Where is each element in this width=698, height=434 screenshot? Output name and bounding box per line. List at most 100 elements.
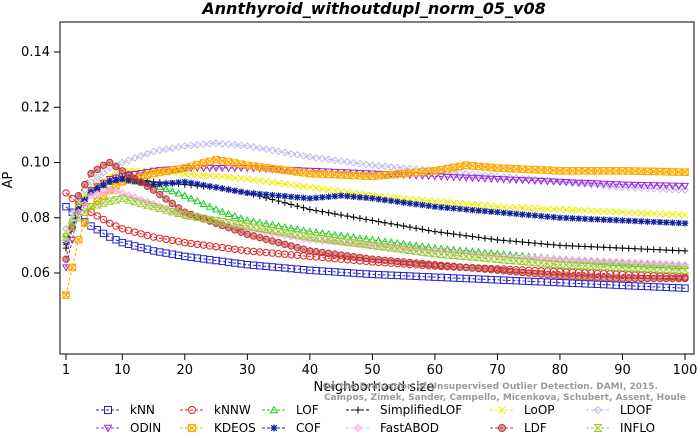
- data-point: [162, 167, 170, 176]
- data-point: [618, 183, 627, 192]
- data-point: [324, 170, 333, 179]
- data-point: [562, 206, 570, 214]
- data-point: [80, 200, 89, 208]
- data-point: [142, 201, 152, 209]
- data-point: [368, 172, 377, 181]
- data-point: [224, 158, 233, 166]
- data-point: [318, 248, 327, 257]
- data-point: [80, 219, 89, 228]
- data-point: [668, 274, 677, 283]
- series-knn: [62, 203, 689, 292]
- data-point: [555, 261, 565, 269]
- data-point: [74, 208, 83, 217]
- data-point: [275, 197, 282, 205]
- legend-label: LOF: [296, 403, 319, 417]
- data-point: [531, 212, 539, 219]
- data-point: [224, 219, 233, 227]
- data-point: [643, 274, 652, 283]
- data-point: [575, 272, 583, 281]
- data-point: [143, 245, 151, 253]
- data-point: [444, 204, 451, 212]
- data-point: [511, 257, 521, 265]
- data-point: [605, 180, 615, 189]
- data-point: [68, 263, 77, 272]
- data-point: [656, 274, 664, 283]
- y-tick-label: 0.14: [21, 45, 50, 60]
- data-point: [118, 188, 127, 197]
- data-point: [81, 190, 89, 198]
- data-point: [437, 229, 445, 236]
- y-axis-label: AP: [1, 171, 16, 188]
- data-point: [274, 166, 283, 174]
- data-point: [62, 189, 70, 197]
- data-point: [512, 268, 520, 276]
- data-point: [587, 180, 596, 188]
- data-point: [137, 178, 145, 187]
- data-point: [681, 260, 689, 269]
- data-point: [469, 206, 476, 214]
- data-point: [613, 244, 620, 252]
- data-point: [243, 230, 252, 239]
- data-point: [294, 202, 301, 210]
- data-point: [456, 199, 464, 207]
- data-point: [99, 168, 108, 177]
- data-point: [300, 204, 307, 212]
- legend-label: INFLO: [620, 421, 655, 434]
- data-point: [205, 215, 215, 224]
- y-tick-label: 0.12: [21, 100, 50, 115]
- data-point: [437, 173, 446, 181]
- data-point: [292, 231, 302, 239]
- data-point: [631, 217, 639, 225]
- credit-line-1: Campos, Zimek, Sander, Campello, Micenko…: [324, 393, 686, 403]
- data-point: [524, 258, 534, 266]
- data-point: [606, 208, 614, 216]
- data-point: [187, 194, 196, 202]
- data-point: [130, 171, 139, 179]
- data-point: [637, 184, 646, 193]
- data-point: [656, 218, 664, 226]
- data-point: [137, 151, 145, 160]
- data-point: [181, 178, 188, 186]
- data-point: [412, 259, 420, 267]
- data-point: [474, 264, 483, 273]
- y-tick-label: 0.08: [21, 211, 50, 226]
- data-point: [543, 205, 551, 213]
- data-point: [243, 142, 252, 150]
- data-point: [293, 243, 302, 252]
- data-point: [563, 242, 570, 249]
- data-point: [256, 177, 264, 185]
- data-point: [193, 196, 202, 205]
- data-point: [205, 202, 214, 210]
- legend-label: KDEOS: [214, 421, 256, 434]
- data-point: [330, 156, 339, 165]
- data-point: [568, 261, 577, 269]
- data-point: [550, 213, 557, 221]
- data-point: [61, 233, 71, 241]
- data-point: [680, 182, 690, 191]
- data-point: [312, 194, 320, 202]
- data-point: [93, 173, 102, 182]
- data-point: [456, 169, 464, 177]
- legend-label: COF: [296, 421, 321, 434]
- legend-entry: INFLO: [586, 421, 655, 434]
- data-point: [112, 182, 120, 190]
- data-point: [425, 202, 432, 210]
- data-point: [225, 173, 233, 181]
- data-point: [68, 236, 77, 245]
- data-point: [219, 185, 226, 192]
- data-point: [474, 170, 483, 179]
- data-point: [605, 263, 615, 271]
- data-point: [187, 141, 195, 150]
- data-point: [206, 172, 214, 180]
- data-point: [362, 254, 370, 263]
- data-point: [618, 208, 627, 216]
- data-point: [305, 233, 315, 241]
- data-point: [212, 172, 220, 180]
- data-point: [662, 274, 670, 283]
- data-point: [481, 265, 489, 273]
- data-point: [112, 169, 120, 178]
- data-point: [593, 180, 602, 188]
- data-point: [668, 210, 677, 218]
- data-point: [206, 183, 214, 190]
- data-point: [293, 182, 301, 190]
